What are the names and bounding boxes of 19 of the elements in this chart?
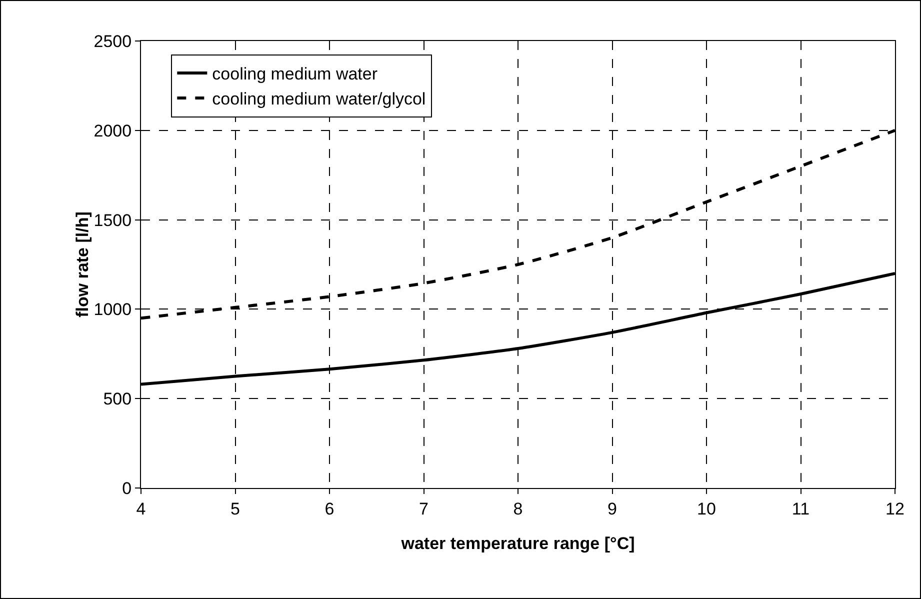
x-tick-label: 7 [419,499,428,518]
legend-label: cooling medium water/glycol [212,90,426,109]
legend-label: cooling medium water [212,64,378,84]
y-tick-label: 2500 [94,32,132,51]
x-tick-label: 6 [324,499,334,518]
y-tick-label: 1000 [94,300,132,320]
y-tick-label: 500 [103,390,132,409]
x-tick-label: 11 [792,499,810,518]
y-tick-label: 0 [122,478,132,498]
x-axis-title: water temperature range [°C] [400,534,635,553]
x-tick-label: 4 [136,499,146,518]
y-tick-label: 2000 [94,121,132,140]
y-axis-title: flow rate [l/h] [72,212,92,318]
x-tick-label: 12 [886,499,904,518]
x-tick-label: 5 [230,499,240,518]
x-tick-label: 9 [608,499,617,518]
y-tick-label: 1500 [94,210,132,230]
x-tick-label: 10 [697,499,716,518]
x-tick-label: 8 [513,499,523,518]
